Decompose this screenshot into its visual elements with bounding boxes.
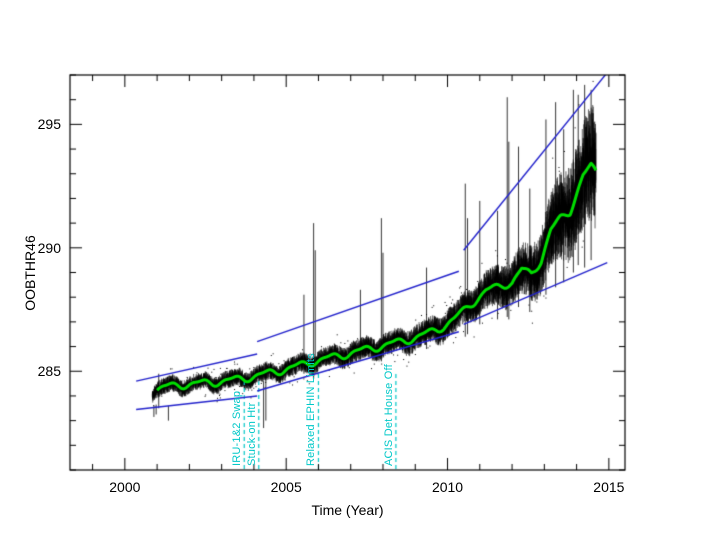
y-tick-label: 290 xyxy=(37,239,61,256)
x-axis-title: Time (Year) xyxy=(311,502,384,518)
x-tick-label: 2000 xyxy=(109,479,141,495)
y-tick-label: 295 xyxy=(37,116,61,133)
x-tick-label: 2005 xyxy=(270,479,302,495)
annotation-label: IRU-1&2 Swap xyxy=(231,390,244,466)
x-tick-label: 2015 xyxy=(593,479,625,495)
annotation-label: Relaxed EPHIN Limits xyxy=(305,353,318,466)
annotation-label: ACIS Det House Off xyxy=(382,364,395,466)
annotation-label: Stuck-on Htr xyxy=(245,402,258,466)
x-tick-label: 2010 xyxy=(431,479,464,495)
y-tick-label: 285 xyxy=(37,363,61,380)
y-axis-title: OOBTHR46 xyxy=(22,234,38,311)
